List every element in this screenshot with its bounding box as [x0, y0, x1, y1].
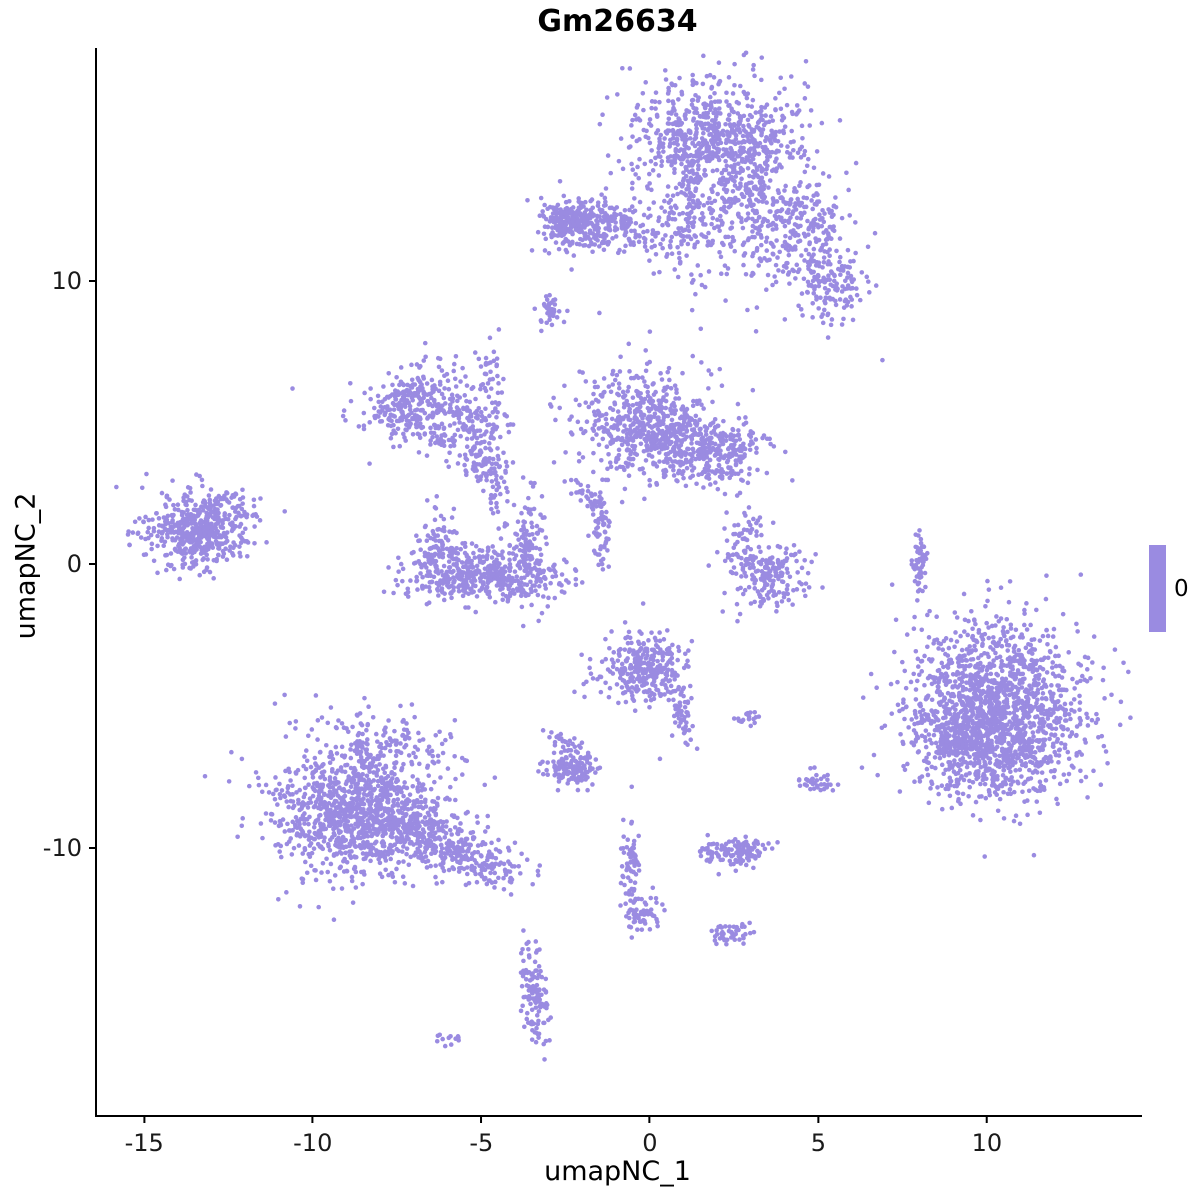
x-tick-label: -10: [293, 1129, 333, 1157]
y-tick-mark: [89, 563, 97, 566]
y-tick: 10: [51, 267, 97, 295]
x-tick-mark: [985, 1115, 988, 1123]
x-tick-label: -15: [124, 1129, 164, 1157]
x-tick-label: 0: [642, 1129, 658, 1157]
x-tick: -10: [293, 1115, 332, 1157]
x-tick: 10: [971, 1115, 1003, 1157]
x-tick-mark: [648, 1115, 651, 1123]
y-tick-label: 10: [51, 266, 82, 295]
plot-title: Gm26634: [537, 4, 698, 39]
legend: 0: [1149, 545, 1189, 632]
y-tick: -10: [43, 834, 97, 862]
x-tick-mark: [143, 1115, 146, 1123]
legend-color-bar: [1149, 545, 1166, 632]
x-tick-mark: [817, 1115, 820, 1123]
y-tick: 0: [67, 550, 97, 578]
x-tick: 0: [642, 1115, 657, 1157]
y-tick-label: 0: [66, 550, 82, 579]
y-tick-mark: [89, 279, 97, 282]
y-axis-label: umapNC_2: [10, 492, 42, 640]
y-tick-mark: [89, 847, 97, 850]
x-tick-label: 10: [971, 1129, 1003, 1157]
plot-area: -15 -10 -5 0 5 10 -10 0 10: [43, 48, 1142, 1157]
x-axis-label: umapNC_1: [544, 1156, 691, 1187]
x-tick-label: 5: [810, 1129, 827, 1157]
x-tick: -15: [125, 1115, 164, 1157]
x-tick: 5: [811, 1115, 826, 1157]
scatter-points-canvas: [97, 48, 1142, 1115]
x-tick-mark: [480, 1115, 483, 1123]
x-tick-label: -5: [469, 1129, 494, 1157]
y-tick-label: -10: [42, 834, 82, 863]
x-tick: -5: [469, 1115, 493, 1157]
legend-value-label: 0: [1174, 575, 1189, 602]
x-tick-mark: [311, 1115, 314, 1123]
